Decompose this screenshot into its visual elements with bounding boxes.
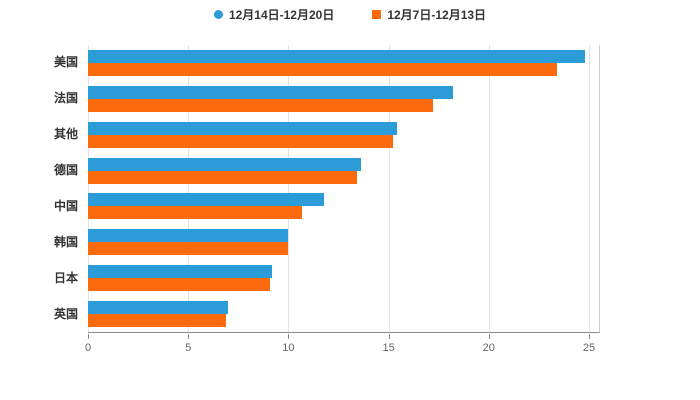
bar-series2-cat4: [88, 170, 357, 184]
x-axis-tick: [388, 334, 390, 339]
bar-series2-cat8: [88, 314, 227, 328]
bar-series1-cat8: [88, 301, 229, 315]
bar-series2-cat3: [88, 134, 393, 148]
plot-area: [88, 45, 600, 333]
legend-label-week-dec14-20: 12月14日-12月20日: [228, 8, 335, 22]
bar-series2-cat1: [88, 62, 557, 76]
x-axis-tick: [488, 334, 490, 339]
bar-series1-cat4: [88, 157, 361, 171]
category-label-8: 英国: [53, 306, 78, 321]
legend-item-week-dec14-20[interactable]: 12月14日-12月20日: [213, 6, 335, 23]
gridline: [188, 45, 190, 332]
x-axis-tick: [88, 334, 89, 339]
bar-series2-cat2: [88, 98, 433, 112]
category-label-2: 法国: [53, 91, 78, 106]
gridline: [388, 45, 390, 332]
category-label-3: 其他: [53, 127, 78, 142]
bar-series2-cat6: [88, 242, 289, 256]
legend-marker-circle-icon: [213, 10, 223, 19]
x-axis-tick-label: 20: [482, 342, 495, 354]
bar-series1-cat7: [88, 265, 273, 279]
gridline: [288, 45, 290, 332]
y-axis-category-labels: 美国法国其他德国中国韩国日本英国: [0, 45, 78, 333]
x-axis: 0 5 10 15 20 25: [84, 334, 600, 358]
x-axis-tick-label: 0: [84, 342, 92, 354]
category-label-4: 德国: [53, 163, 78, 178]
bar-series1-cat1: [88, 49, 585, 63]
x-axis-tick-label: 5: [185, 342, 192, 354]
x-axis-tick: [288, 334, 290, 339]
legend-item-week-dec7-13[interactable]: 12月7日-12月13日: [372, 6, 486, 23]
bar-series1-cat3: [88, 121, 397, 135]
bar-series2-cat7: [88, 278, 271, 292]
gridline: [88, 45, 89, 332]
bar-series1-cat6: [88, 229, 289, 243]
x-axis-tick: [588, 334, 590, 339]
category-label-1: 美国: [53, 55, 78, 70]
chart-legend: 12月14日-12月20日 12月7日-12月13日: [0, 6, 700, 23]
category-label-7: 日本: [53, 270, 78, 285]
category-label-5: 中国: [53, 198, 78, 213]
bar-series2-cat5: [88, 206, 303, 220]
bar-series1-cat2: [88, 85, 453, 99]
gridline: [488, 45, 490, 332]
gridline: [588, 45, 590, 332]
x-axis-tick-label: 10: [282, 342, 295, 354]
x-axis-tick-label: 25: [582, 342, 596, 354]
legend-label-week-dec7-13: 12月7日-12月13日: [387, 8, 487, 22]
x-axis-tick: [188, 334, 190, 339]
category-label-6: 韩国: [53, 234, 78, 249]
legend-marker-square-icon: [372, 10, 382, 19]
x-axis-tick-label: 15: [382, 342, 395, 354]
bar-series1-cat5: [88, 193, 325, 207]
